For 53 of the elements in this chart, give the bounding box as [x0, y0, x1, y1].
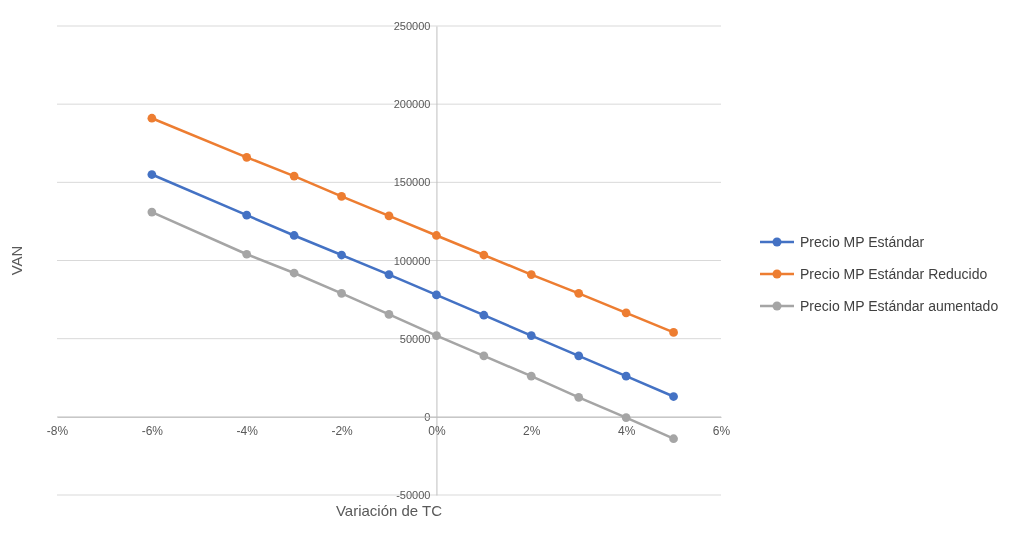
legend-label: Precio MP Estándar Reducido [800, 265, 988, 282]
point [526, 270, 536, 279]
x-tick-label: 0% [428, 424, 446, 439]
y-tick-label: 200000 [393, 98, 431, 111]
point [574, 351, 584, 361]
point [526, 331, 536, 340]
y-axis-title: VAN [8, 245, 25, 276]
point [669, 434, 678, 444]
point [526, 371, 536, 381]
point [621, 308, 631, 318]
y-tick-label: 150000 [393, 176, 431, 189]
point [289, 171, 299, 181]
legend-label: Precio MP Estándar aumentado [800, 297, 999, 314]
point [479, 310, 489, 320]
point [147, 207, 157, 217]
point [289, 268, 299, 278]
point [242, 210, 252, 220]
point [147, 113, 157, 123]
x-tick-label: -8% [46, 424, 69, 439]
point [432, 331, 441, 340]
point [337, 288, 346, 298]
point [479, 351, 489, 361]
y-tick-label: 100000 [393, 254, 431, 267]
x-tick-label: 4% [617, 424, 636, 439]
x-tick-label: 2% [523, 424, 541, 439]
point [242, 249, 252, 259]
point [337, 250, 346, 260]
point [432, 231, 441, 240]
y-tick-label: 50000 [399, 332, 431, 345]
point [669, 392, 678, 401]
point [384, 211, 394, 221]
point [384, 270, 394, 279]
point [242, 152, 252, 162]
point [621, 371, 631, 381]
legend-label: Precio MP Estándar [800, 233, 925, 250]
x-tick-label: -6% [141, 424, 164, 439]
point [479, 250, 489, 260]
point [384, 310, 394, 319]
point [289, 231, 299, 240]
x-tick-label: -2% [331, 424, 354, 439]
x-tick-label: -4% [236, 424, 259, 439]
point [337, 192, 346, 201]
y-tick-label: 0 [424, 410, 431, 423]
point [432, 290, 441, 300]
point [669, 328, 678, 337]
x-tick-label: 6% [712, 424, 731, 439]
x-axis-title: Variación de TC [335, 502, 443, 519]
y-tick-label: 250000 [393, 20, 431, 33]
point [147, 170, 157, 179]
y-tick-label: -50000 [396, 489, 431, 502]
point [574, 288, 584, 298]
point [574, 392, 584, 402]
point [621, 413, 631, 422]
